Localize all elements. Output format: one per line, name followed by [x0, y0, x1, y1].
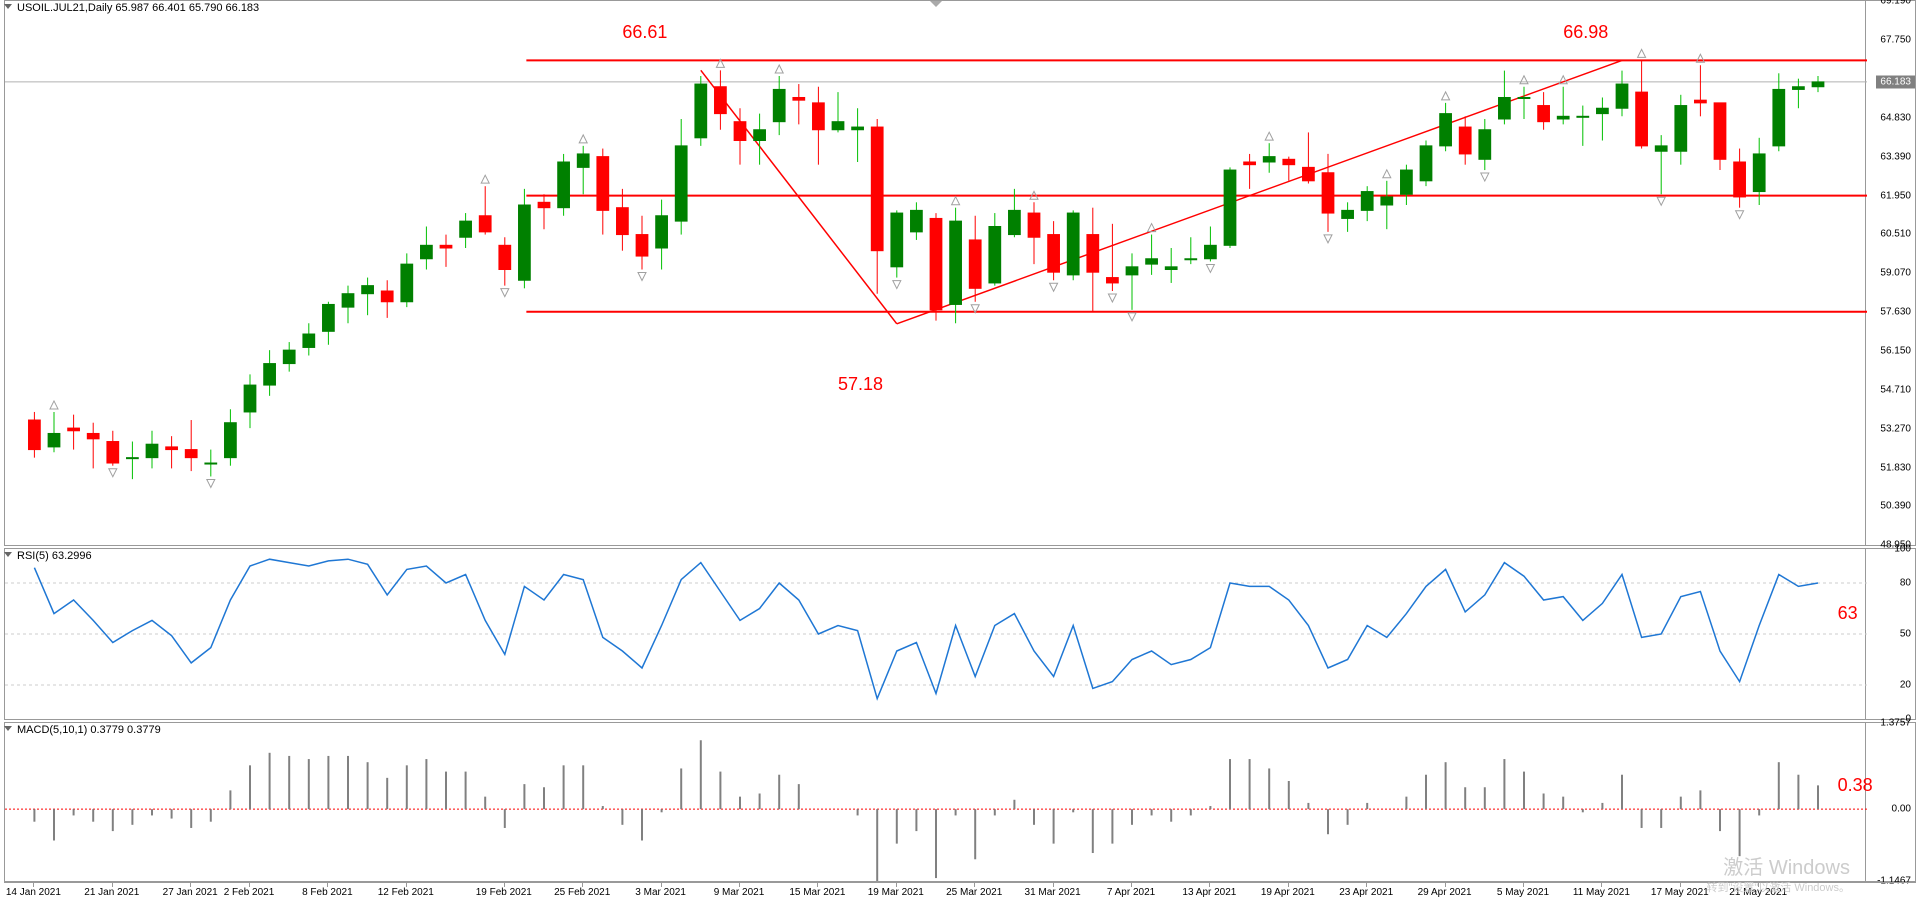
time-axis-label: 31 Mar 2021 — [1025, 887, 1081, 898]
time-axis-label: 3 Mar 2021 — [635, 887, 686, 898]
rsi-panel-title: RSI(5) 63.2996 — [17, 550, 92, 562]
price-y-tick: 60.510 — [1880, 229, 1911, 240]
price-panel[interactable]: USOIL.JUL21,Daily 65.987 66.401 65.790 6… — [4, 0, 1916, 546]
macd-annotation: 0.38 — [1838, 775, 1873, 796]
macd-plot[interactable] — [5, 723, 1867, 881]
macd-y-scale[interactable]: 1.37570.00-1.1467 — [1865, 723, 1915, 881]
price-y-tick: 53.270 — [1880, 423, 1911, 434]
os-watermark: 激活 Windows — [1723, 851, 1850, 880]
price-y-scale[interactable]: 69.190 67.750 66.183 64.830 63.390 61.950 60.5… — [1865, 1, 1915, 545]
time-axis-label: 29 Apr 2021 — [1418, 887, 1472, 898]
price-y-tick: 59.070 — [1880, 268, 1911, 279]
time-axis-label: 19 Apr 2021 — [1261, 887, 1315, 898]
time-axis-label: 9 Mar 2021 — [714, 887, 765, 898]
os-watermark-sub: 转到"设置"以激活 Windows。 — [1707, 879, 1851, 895]
rsi-y-tick: 20 — [1900, 680, 1911, 691]
rsi-y-tick: 100 — [1894, 544, 1911, 555]
time-axis-label: 15 Mar 2021 — [789, 887, 845, 898]
macd-panel-title: MACD(5,10,1) 0.3779 0.3779 — [17, 724, 161, 736]
price-y-tick: 64.830 — [1880, 113, 1911, 124]
price-panel-title: USOIL.JUL21,Daily 65.987 66.401 65.790 6… — [17, 2, 259, 14]
rsi-plot[interactable] — [5, 549, 1867, 719]
time-axis-label: 2 Feb 2021 — [224, 887, 275, 898]
price-y-tick: 63.390 — [1880, 151, 1911, 162]
price-annotation: 66.98 — [1563, 22, 1608, 43]
time-axis-label: 17 May 2021 — [1651, 887, 1709, 898]
macd-y-tick: 1.3757 — [1880, 718, 1911, 729]
time-axis-label: 19 Feb 2021 — [476, 887, 532, 898]
time-axis-label: 14 Jan 2021 — [6, 887, 61, 898]
price-y-tick: 54.710 — [1880, 385, 1911, 396]
price-y-tick: 51.830 — [1880, 462, 1911, 473]
price-y-tick: 69.190 — [1880, 0, 1911, 7]
rsi-y-scale[interactable]: 0205080100 — [1865, 549, 1915, 719]
time-axis-label: 19 Mar 2021 — [868, 887, 924, 898]
rsi-annotation: 63 — [1838, 603, 1858, 624]
time-axis[interactable]: 14 Jan 2021 21 Jan 2021 27 Jan 2021 2 Feb 2… — [4, 882, 1916, 900]
chart-top-toggle-icon[interactable] — [930, 1, 942, 7]
price-y-tick: 50.390 — [1880, 501, 1911, 512]
time-axis-label: 27 Jan 2021 — [163, 887, 218, 898]
price-annotation: 57.18 — [838, 374, 883, 395]
time-axis-label: 5 May 2021 — [1497, 887, 1549, 898]
price-plot[interactable] — [5, 1, 1867, 545]
time-axis-label: 12 Feb 2021 — [378, 887, 434, 898]
time-axis-label: 13 Apr 2021 — [1182, 887, 1236, 898]
macd-panel[interactable]: MACD(5,10,1) 0.3779 0.3779 1.37570.00-1.1… — [4, 722, 1916, 882]
time-axis-label: 11 May 2021 — [1573, 887, 1630, 898]
price-y-tick: 67.750 — [1880, 34, 1911, 45]
price-y-tick: 57.630 — [1880, 306, 1911, 317]
time-axis-label: 7 Apr 2021 — [1107, 887, 1155, 898]
time-axis-label: 23 Apr 2021 — [1339, 887, 1393, 898]
rsi-y-tick: 80 — [1900, 578, 1911, 589]
price-y-tick: 61.950 — [1880, 190, 1911, 201]
price-annotation: 66.61 — [622, 22, 667, 43]
macd-y-tick: 0.00 — [1892, 804, 1911, 815]
time-axis-label: 21 Jan 2021 — [84, 887, 139, 898]
current-price-tag: 66.183 — [1876, 75, 1915, 88]
rsi-panel[interactable]: RSI(5) 63.2996020508010063 — [4, 548, 1916, 720]
time-axis-label: 25 Feb 2021 — [554, 887, 610, 898]
price-y-tick: 56.150 — [1880, 346, 1911, 357]
trading-chart-root: USOIL.JUL21,Daily 65.987 66.401 65.790 6… — [0, 0, 1920, 900]
time-axis-label: 25 Mar 2021 — [946, 887, 1002, 898]
time-axis-label: 8 Feb 2021 — [302, 887, 353, 898]
rsi-y-tick: 50 — [1900, 629, 1911, 640]
